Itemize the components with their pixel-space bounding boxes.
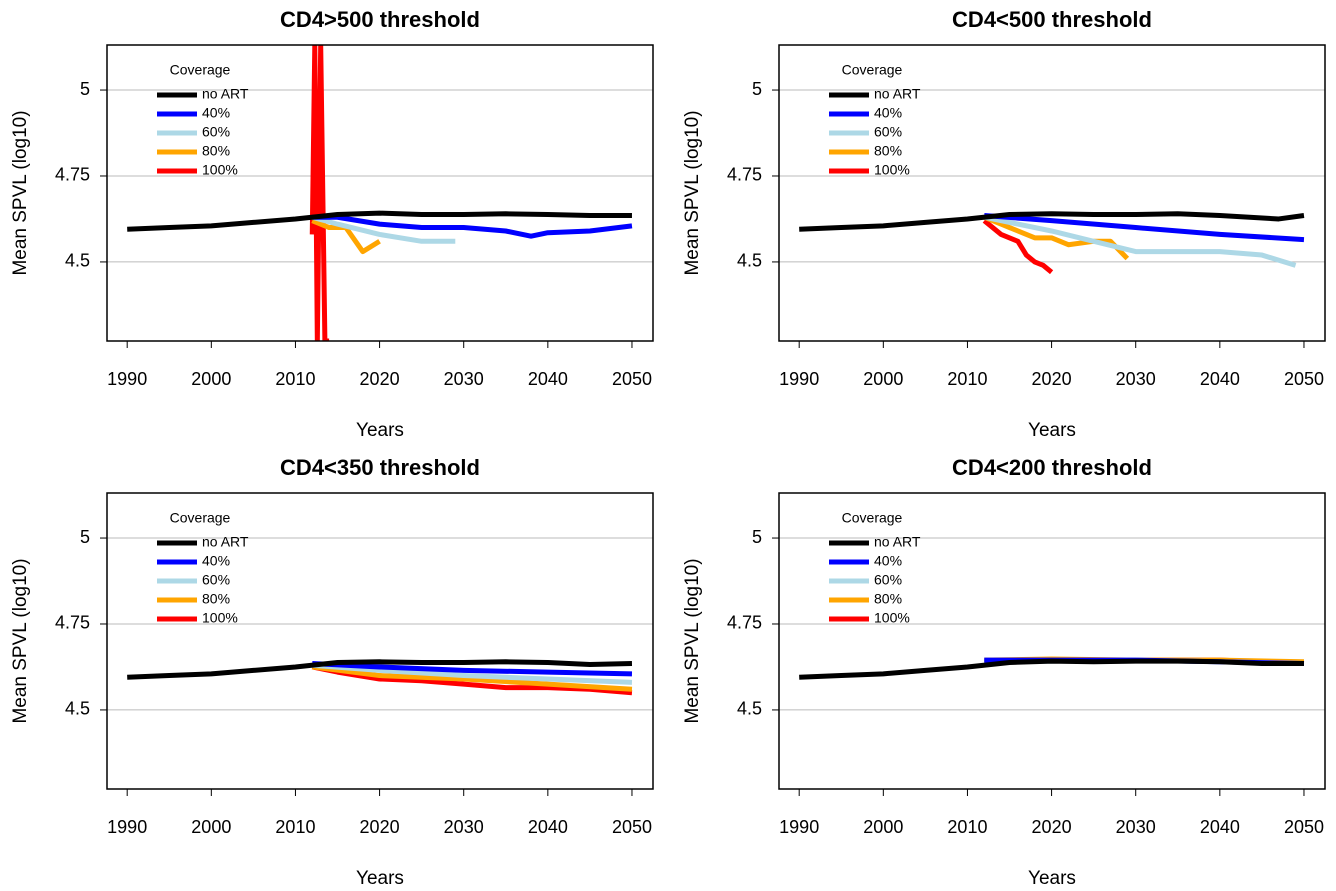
y-tick-label: 4.75: [55, 613, 90, 633]
x-axis-label: Years: [356, 868, 404, 889]
y-tick-label: 4.75: [727, 165, 762, 185]
x-axis-label: Years: [1028, 868, 1076, 889]
plot-frame: [778, 44, 1326, 342]
x-tick-label: 2020: [360, 817, 400, 837]
legend-label: 60%: [202, 124, 230, 140]
legend-label: 40%: [874, 105, 902, 121]
y-axis-label: Mean SPVL (log10): [682, 558, 703, 723]
legend-label: 80%: [874, 143, 902, 159]
x-tick-label: 2040: [1200, 817, 1240, 837]
legend-label: 100%: [202, 162, 238, 178]
panel-title: CD4<500 threshold: [952, 7, 1152, 32]
x-tick-label: 2020: [1032, 369, 1072, 389]
mean-line: [799, 658, 1304, 680]
x-tick-label: 2050: [1284, 369, 1324, 389]
x-tick-label: 2010: [275, 369, 315, 389]
legend-label: 100%: [874, 610, 910, 626]
legend-title: Coverage: [170, 62, 231, 78]
x-tick-label: 2020: [360, 369, 400, 389]
x-tick-label: 2010: [947, 817, 987, 837]
legend-title: Coverage: [842, 510, 903, 526]
mean-line: [127, 210, 632, 232]
panel: 4.5 4.75 5 1990 2000 2010 2020 2030 2040 2050 CD4<…: [10, 455, 654, 889]
legend-label: 40%: [202, 553, 230, 569]
y-tick-label: 5: [752, 527, 762, 547]
mean-line: [983, 214, 1130, 261]
mean-line: [127, 659, 633, 680]
y-tick-label: 5: [752, 79, 762, 99]
y-tick-label: 4.5: [737, 699, 762, 719]
mean-line: [984, 213, 1305, 243]
legend-label: 100%: [202, 610, 238, 626]
x-tick-label: 2030: [444, 369, 484, 389]
legend-label: 100%: [874, 162, 910, 178]
x-tick-label: 2040: [528, 369, 568, 389]
x-tick-label: 2030: [1116, 817, 1156, 837]
x-tick-label: 1990: [779, 817, 819, 837]
x-tick-label: 2040: [1200, 369, 1240, 389]
mean-line: [311, 214, 456, 244]
x-tick-label: 1990: [107, 369, 147, 389]
x-tick-label: 2040: [528, 817, 568, 837]
y-tick-label: 4.5: [737, 251, 762, 271]
legend-label: 80%: [202, 591, 230, 607]
y-tick-label: 4.75: [727, 613, 762, 633]
x-tick-label: 1990: [107, 817, 147, 837]
legend-label: 60%: [874, 124, 902, 140]
legend-label: 80%: [202, 143, 230, 159]
panel: 4.5 4.75 5 1990 2000 2010 2020 2030 2040 2050 CD4<…: [682, 7, 1326, 441]
plot-frame: [106, 492, 654, 790]
mean-line: [312, 214, 633, 239]
mean-line: [309, 45, 330, 341]
x-tick-label: 2020: [1032, 817, 1072, 837]
legend-title: Coverage: [842, 62, 903, 78]
legend-label: 80%: [874, 591, 902, 607]
legend-label: no ART: [202, 86, 249, 102]
y-tick-label: 4.5: [65, 699, 90, 719]
x-tick-label: 2000: [191, 369, 231, 389]
legend-label: no ART: [202, 534, 249, 550]
legend-label: 60%: [874, 572, 902, 588]
x-axis-label: Years: [1028, 420, 1076, 441]
plot-frame: [106, 44, 654, 342]
mean-line: [312, 662, 633, 685]
plot-frame: [778, 492, 1326, 790]
legend-label: 40%: [874, 553, 902, 569]
x-tick-label: 2050: [612, 817, 652, 837]
x-tick-label: 2050: [1284, 817, 1324, 837]
y-tick-label: 5: [80, 527, 90, 547]
y-tick-label: 4.75: [55, 165, 90, 185]
panel: 4.5 4.75 5 1990 2000 2010 2020 2030 2040 2050 CD4<…: [682, 455, 1326, 889]
mean-line: [983, 214, 1297, 268]
legend-label: 60%: [202, 572, 230, 588]
y-axis-label: Mean SPVL (log10): [10, 110, 31, 275]
y-tick-label: 5: [80, 79, 90, 99]
mean-line: [312, 661, 633, 677]
x-tick-label: 2000: [863, 369, 903, 389]
mean-line: [982, 218, 1054, 275]
x-tick-label: 2010: [947, 369, 987, 389]
x-tick-label: 2000: [863, 817, 903, 837]
y-tick-label: 4.5: [65, 251, 90, 271]
x-tick-label: 1990: [779, 369, 819, 389]
mean-line: [799, 211, 1305, 232]
panel-title: CD4>500 threshold: [280, 7, 480, 32]
x-axis-label: Years: [356, 420, 404, 441]
panel: 4.5 4.75 5 1990 2000 2010 2020 2030 2040 2050 CD4>…: [10, 7, 654, 441]
mean-line: [311, 664, 633, 692]
legend-label: no ART: [874, 86, 921, 102]
x-tick-label: 2050: [612, 369, 652, 389]
x-tick-label: 2030: [1116, 369, 1156, 389]
y-axis-label: Mean SPVL (log10): [682, 110, 703, 275]
panel-title: CD4<350 threshold: [280, 455, 480, 480]
legend-label: 40%: [202, 105, 230, 121]
legend-title: Coverage: [170, 510, 231, 526]
x-tick-label: 2010: [275, 817, 315, 837]
legend-label: no ART: [874, 534, 921, 550]
x-tick-label: 2000: [191, 817, 231, 837]
panel-title: CD4<200 threshold: [952, 455, 1152, 480]
y-axis-label: Mean SPVL (log10): [10, 558, 31, 723]
x-tick-label: 2030: [444, 817, 484, 837]
